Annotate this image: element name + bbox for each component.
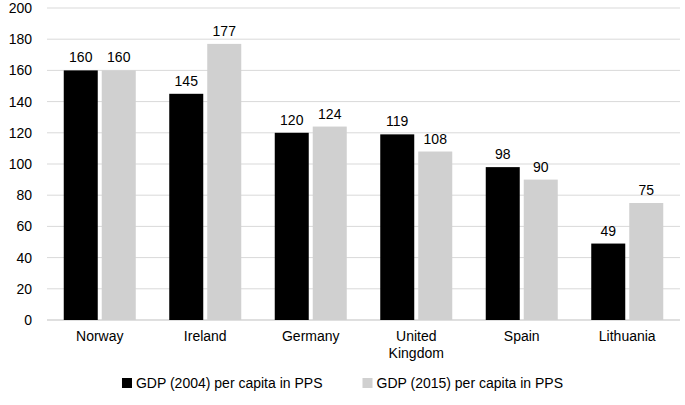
legend-swatch: [363, 378, 373, 388]
data-label: 160: [107, 49, 131, 65]
legend-swatch: [122, 378, 132, 388]
y-tick-label: 0: [24, 312, 32, 328]
grid-line: [47, 257, 680, 258]
x-tick-label: Spain: [504, 328, 540, 344]
data-label: 160: [69, 49, 93, 65]
y-tick-label: 120: [9, 125, 33, 141]
x-tick-label-line: Kingdom: [389, 345, 444, 361]
grid-line: [47, 70, 680, 71]
grid-line: [47, 226, 680, 227]
bar: [486, 167, 520, 320]
x-tick-label-line: United: [396, 328, 436, 344]
grid-line: [47, 320, 680, 321]
x-tick-label: Lithuania: [599, 328, 656, 344]
y-tick-label: 160: [9, 62, 33, 78]
x-tick-label: Germany: [282, 328, 340, 344]
data-label: 120: [280, 112, 304, 128]
data-label: 49: [600, 223, 616, 239]
bar: [169, 94, 203, 320]
y-tick-label: 140: [9, 94, 33, 110]
legend: GDP (2004) per capita in PPS GDP (2015) p…: [122, 375, 563, 391]
legend-label: GDP (2015) per capita in PPS: [377, 375, 564, 391]
bar: [380, 134, 414, 320]
legend-label: GDP (2004) per capita in PPS: [136, 375, 323, 391]
bar: [418, 152, 452, 320]
bar: [313, 127, 347, 320]
bar: [102, 70, 136, 320]
grid-line: [47, 132, 680, 133]
y-tick-label: 40: [16, 250, 32, 266]
data-label: 75: [638, 182, 654, 198]
y-tick-label: 100: [9, 156, 33, 172]
bar: [591, 244, 625, 320]
data-label: 177: [213, 23, 237, 39]
y-tick-label: 20: [16, 281, 32, 297]
data-label: 119: [386, 113, 409, 129]
grid-line: [47, 39, 680, 40]
bars: [64, 44, 664, 320]
y-tick-label: 60: [16, 218, 32, 234]
x-tick-label: Ireland: [184, 328, 227, 344]
x-tick-label: Norway: [76, 328, 123, 344]
data-label: 98: [495, 146, 511, 162]
grid-line: [47, 101, 680, 102]
data-label: 145: [175, 73, 199, 89]
x-tick-label: UnitedKingdom: [389, 328, 444, 361]
y-tick-label: 180: [9, 31, 33, 47]
bar: [64, 70, 98, 320]
bar: [524, 180, 558, 320]
data-label: 124: [318, 106, 342, 122]
grid-line: [47, 8, 680, 9]
y-tick-label: 200: [9, 0, 33, 16]
bar: [207, 44, 241, 320]
grid-line: [47, 195, 680, 196]
grid-line: [47, 164, 680, 165]
bar: [275, 133, 309, 320]
y-tick-label: 80: [16, 187, 32, 203]
bar: [629, 203, 663, 320]
chart: 0 20 40 60 80 100 120 140 160 180 200 160 160 Norway 1…: [0, 0, 685, 405]
data-label: 108: [424, 131, 448, 147]
grid-line: [47, 288, 680, 289]
data-label: 90: [533, 159, 549, 175]
